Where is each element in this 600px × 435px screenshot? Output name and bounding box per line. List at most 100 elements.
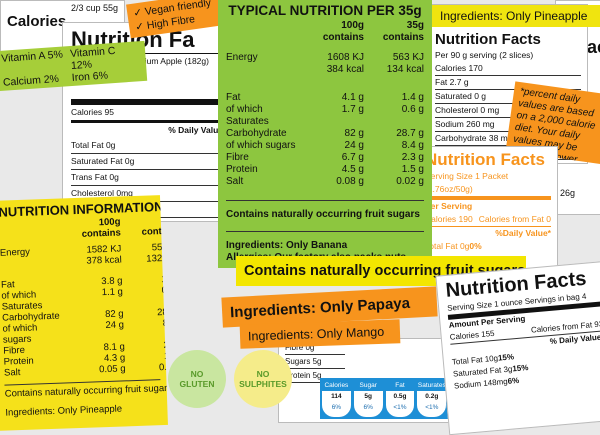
spacer	[226, 20, 300, 44]
row: Saturated 0 g	[435, 90, 581, 104]
serving: Per 90 g serving (2 slices)	[435, 50, 534, 60]
nutrient: Salt	[3, 367, 21, 379]
value: 24 g	[105, 319, 125, 332]
gda-pct: 6%	[363, 404, 373, 411]
nutrient: Carbohydrate	[226, 128, 287, 139]
gda-pct: <1%	[393, 404, 407, 411]
calories: Calories	[7, 13, 67, 30]
badge-line: GLUTEN	[179, 379, 215, 389]
calories: Calories 95	[71, 99, 223, 120]
nutrient: Fibre	[226, 152, 249, 163]
nutrient: Sodium 148mg	[453, 376, 509, 391]
value: 563 KJ	[392, 52, 424, 63]
gda-amount: 0.5g	[393, 393, 407, 400]
nutrition-table: 100g contains 35g contains Energy 1608 KJ 56…	[226, 20, 424, 188]
daily-value: % Daily Value	[71, 120, 223, 138]
gda-name: Calories	[322, 380, 351, 391]
nutrient: of which sugars	[2, 322, 38, 346]
serving: Serving Size 1 Packet (1.76oz/50g)	[425, 170, 551, 200]
value: 384 kcal	[326, 64, 364, 75]
rows: Fibre 0g Sugars 5g Protein 5g	[285, 341, 345, 383]
from-fat: Calories from Fat 0	[478, 214, 551, 224]
row: Protein 5g	[285, 369, 345, 383]
badge: NO SULPHITES	[234, 350, 292, 408]
gda-amount: 0.2g	[425, 393, 439, 400]
spacer	[0, 219, 57, 243]
gda-name: Fat	[385, 380, 415, 391]
percent: 15%	[511, 363, 529, 374]
nutrient: Protein	[226, 164, 258, 175]
spacer	[226, 64, 300, 76]
spacer	[0, 257, 58, 270]
value: 0.4 g	[161, 284, 168, 297]
ingredients: Ingredients: Only Pineapple	[5, 403, 123, 419]
nutrient: of which Saturates	[226, 104, 269, 127]
value: 28.7 g	[396, 128, 424, 139]
gda-cell: Saturates 0.2g <1%	[417, 380, 447, 417]
nutrient: of which sugars	[226, 140, 296, 151]
serving: 2/3 cup 55g	[70, 3, 118, 13]
value: 134 kcal	[386, 64, 424, 75]
badge-line: SULPHITES	[239, 379, 287, 389]
value: 6.7 g	[341, 152, 364, 163]
value: 378 kcal	[86, 254, 122, 267]
nutrient: Fat	[226, 92, 241, 103]
row: Sugars 5g	[285, 355, 345, 369]
percent: 15%	[497, 352, 515, 363]
nutrient: Total Fat 0g	[425, 241, 470, 251]
banana-label: TYPICAL NUTRITION PER 35g 100g contains 3…	[218, 0, 432, 268]
gda-cell: Sugar 5g 6%	[353, 380, 383, 417]
column-head: 100g contains	[322, 20, 364, 43]
value: 132 kcal	[146, 252, 168, 265]
badge-line: NO	[256, 369, 270, 379]
value: 82 g	[344, 128, 364, 139]
value: 0.01 g	[158, 361, 168, 374]
gda-pct: <1%	[425, 404, 439, 411]
gda-pct: 6%	[331, 404, 342, 411]
badge-line: NO	[190, 369, 204, 379]
value: 4.1 g	[341, 92, 364, 103]
row: Total Fat 0g	[71, 138, 223, 154]
value: 8.4 g	[401, 140, 424, 151]
per-serving: Per Serving	[425, 201, 473, 211]
value: 0.6 g	[401, 104, 424, 115]
row: Calories 170	[435, 62, 581, 76]
note: Contains naturally occurring fruit sugar…	[4, 379, 168, 400]
column-head: 35g contains	[382, 20, 424, 43]
value: 1.5 g	[401, 164, 424, 175]
bag-label: Nutrition Facts Serving Size 1 ounce Ser…	[435, 260, 600, 435]
value: 0.05 g	[98, 363, 126, 376]
gda-amount: 114	[331, 393, 342, 400]
column-head: 100g contains	[81, 216, 121, 240]
row: Total Fat 0g0%	[425, 240, 551, 253]
nutrient: Salt	[226, 176, 244, 187]
value: 1.7 g	[341, 104, 364, 115]
title: Nutrition Facts	[435, 31, 541, 48]
badge: NO GLUTEN	[168, 350, 226, 408]
value: 2.3 g	[401, 152, 424, 163]
row: Cholesterol 0 mg	[435, 104, 581, 118]
calories: Calories 190	[425, 214, 473, 224]
percent: 0%	[469, 241, 482, 251]
gda-name: Saturates	[417, 380, 447, 391]
value: 26g	[560, 188, 576, 198]
value: 1.4 g	[401, 92, 424, 103]
title: Nutrition Facts	[425, 150, 545, 169]
title: TYPICAL NUTRITION PER 35g	[228, 3, 422, 18]
daily-value: %Daily Value*	[495, 228, 551, 238]
gda-cell: Fat 0.5g <1%	[385, 380, 415, 417]
value: 1608 KJ	[327, 52, 364, 63]
value: 1.1 g	[101, 286, 124, 299]
row: Trans Fat 0g	[71, 170, 223, 186]
value: 24 g	[344, 140, 364, 151]
value: 8.4 g	[162, 317, 168, 330]
value: 0.08 g	[336, 176, 364, 187]
ingredients: Ingredients: Only Banana	[226, 231, 424, 252]
gda-name: Sugar	[353, 380, 383, 391]
pineapple-header: Ingredients: Only Pineapple	[432, 5, 600, 27]
nutrient: of which Saturates	[1, 289, 43, 313]
percent: 6%	[507, 375, 520, 386]
